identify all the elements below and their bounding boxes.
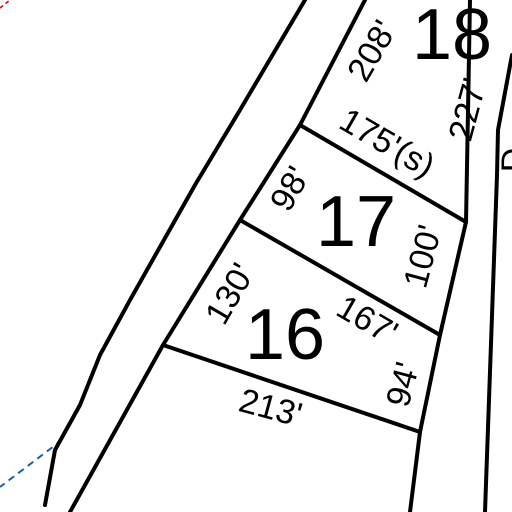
red-dashed-line bbox=[0, 0, 11, 9]
lot-number: 17 bbox=[316, 182, 396, 262]
blue-dashed-line bbox=[0, 439, 63, 488]
lot-line bbox=[238, 218, 442, 337]
road-edge bbox=[43, 0, 307, 507]
lot-number: 18 bbox=[412, 0, 492, 75]
lot-number: 16 bbox=[245, 295, 325, 375]
edge-label: D bbox=[495, 148, 512, 173]
lot-line bbox=[161, 343, 422, 434]
road-edge-east bbox=[483, 53, 512, 512]
lot-line bbox=[298, 123, 468, 224]
